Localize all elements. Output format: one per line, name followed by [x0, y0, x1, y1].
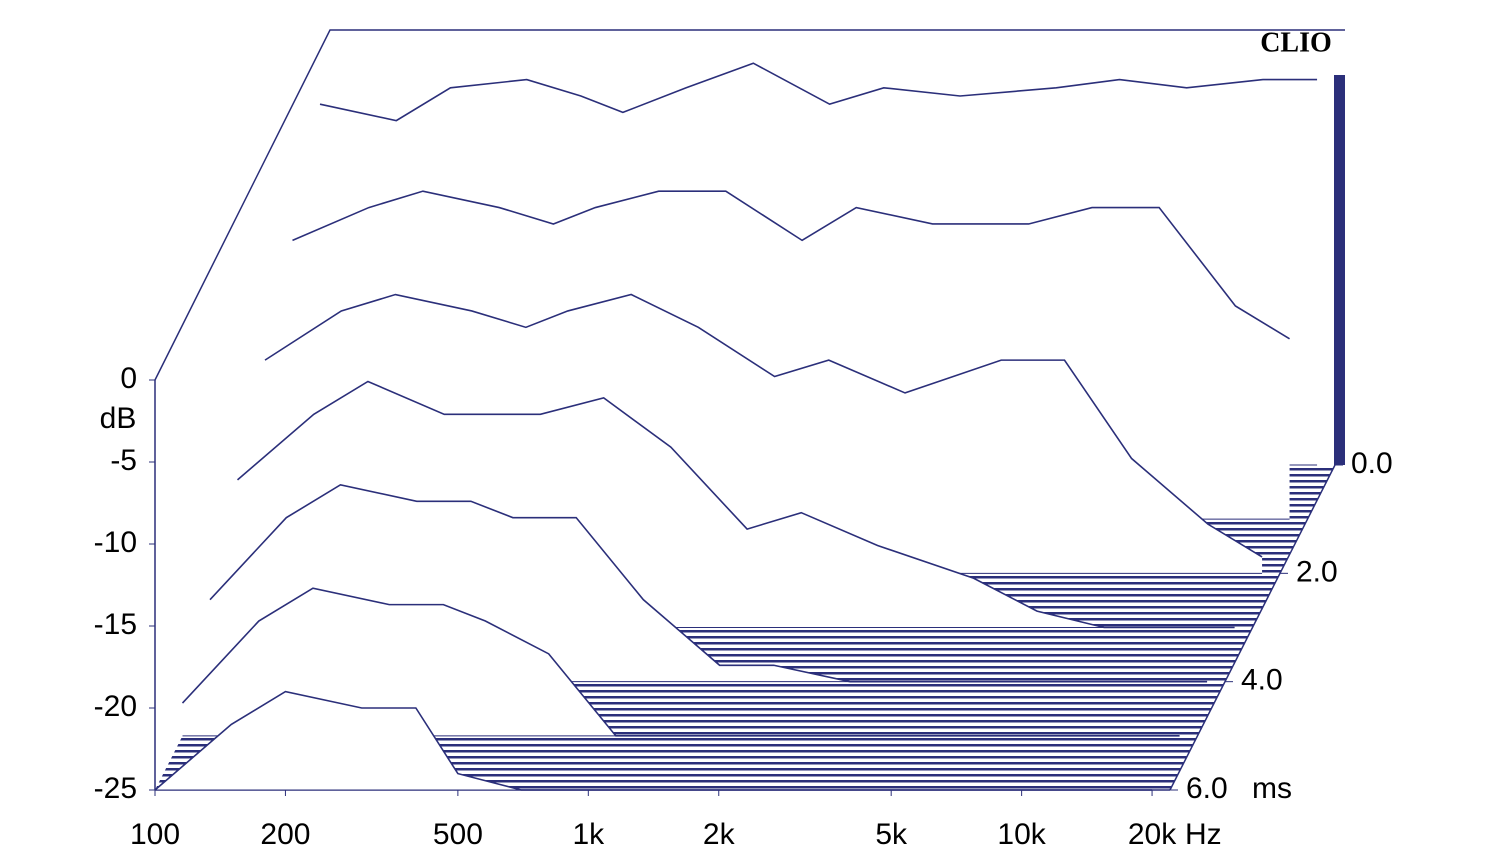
- y-tick-label: -15: [94, 608, 137, 641]
- decay-slice: [236, 380, 1235, 629]
- frame: [154, 29, 1345, 381]
- z-tick-label: 4.0: [1241, 664, 1283, 697]
- x-tick-label: 2k: [703, 818, 736, 851]
- back-edge: [1334, 75, 1345, 465]
- brand: CLIO: [1260, 27, 1332, 58]
- slices: [154, 62, 1318, 791]
- x-tick-label: 10k: [997, 818, 1046, 851]
- z-tick-label: 6.0: [1186, 772, 1228, 805]
- slice-fill: [155, 691, 1153, 790]
- y-tick-label: 0: [120, 362, 137, 395]
- y-tick-label: -25: [94, 772, 137, 805]
- z-tick-label: 2.0: [1296, 555, 1338, 588]
- x-tick-label: 1k: [572, 818, 605, 851]
- x-tick-label: 100: [130, 818, 180, 851]
- decay-slice: [264, 293, 1263, 558]
- x-tick-label: 20k: [1128, 818, 1177, 851]
- slice-fill: [182, 588, 1180, 736]
- y-tick-label: -5: [110, 444, 137, 477]
- decay-slice: [319, 62, 1318, 122]
- x-tick-label: 200: [260, 818, 310, 851]
- y-tick-label: -10: [94, 526, 137, 559]
- y-tick-label: -20: [94, 690, 137, 723]
- x-tick-label: 5k: [875, 818, 908, 851]
- z-tick-label: 0.0: [1351, 447, 1393, 480]
- z-unit: ms: [1252, 772, 1292, 805]
- x-tick-label: 500: [433, 818, 483, 851]
- x-unit: Hz: [1185, 818, 1222, 851]
- decay-slice: [292, 190, 1290, 340]
- y-label: dB: [100, 402, 137, 435]
- z-axis: [1169, 464, 1336, 791]
